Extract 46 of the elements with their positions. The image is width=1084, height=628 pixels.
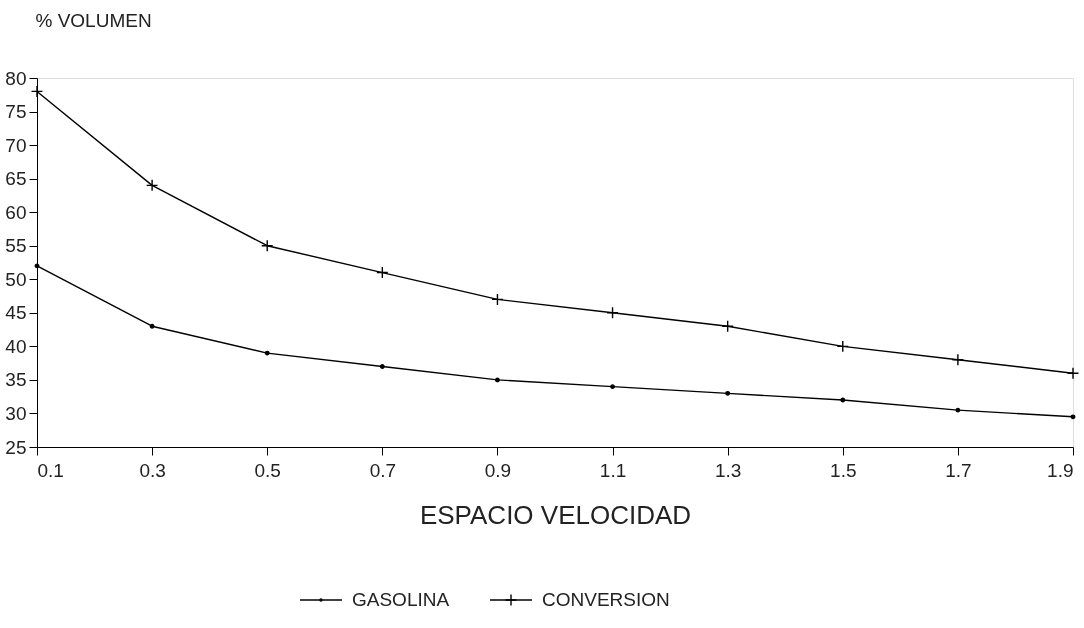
y-tick-label: 30 xyxy=(5,402,27,424)
point xyxy=(836,340,849,353)
y-tick-label: 50 xyxy=(5,268,27,290)
x-tick-label: 0.1 xyxy=(37,459,64,481)
x-axis-title: ESPACIO VELOCIDAD xyxy=(419,499,692,530)
point xyxy=(149,323,155,329)
y-tick-label: 55 xyxy=(5,235,27,257)
x-tick-label: 0.9 xyxy=(484,459,512,481)
x-tick-label: 0.7 xyxy=(369,459,397,481)
x-tick-label: 1.1 xyxy=(599,459,627,481)
y-axis-title: % VOLUMEN xyxy=(35,9,152,31)
y-tick-label: 80 xyxy=(5,67,27,89)
point xyxy=(840,397,846,403)
point xyxy=(30,85,44,98)
y-tick-label: 65 xyxy=(5,168,27,190)
legend-label: CONVERSION xyxy=(542,589,670,610)
point xyxy=(491,293,504,306)
point xyxy=(606,306,619,319)
y-tick-label: 70 xyxy=(5,134,27,156)
x-tick-label: 0.3 xyxy=(139,459,166,481)
point xyxy=(264,350,270,356)
point xyxy=(34,263,40,269)
x-tick-label: 1.3 xyxy=(714,459,742,481)
point xyxy=(610,384,615,390)
y-tick-label: 75 xyxy=(5,101,27,123)
legend-label: GASOLINA xyxy=(352,589,450,610)
point xyxy=(261,239,274,252)
point xyxy=(495,377,500,383)
point xyxy=(955,407,961,413)
x-tick-label: 0.5 xyxy=(254,459,281,481)
point xyxy=(379,364,385,369)
y-tick-label: 35 xyxy=(5,369,27,391)
point xyxy=(721,320,734,333)
x-tick-label: 1.5 xyxy=(830,459,857,481)
y-tick-label: 40 xyxy=(5,335,27,357)
y-tick-label: 60 xyxy=(5,201,27,223)
point xyxy=(725,390,731,396)
point xyxy=(376,266,389,279)
x-tick-label: 1.7 xyxy=(945,459,972,481)
point xyxy=(1070,414,1076,420)
x-tick-label: 1.9 xyxy=(1047,459,1074,481)
point xyxy=(145,179,159,192)
y-tick-label: 45 xyxy=(5,302,27,324)
y-tick-label: 25 xyxy=(5,436,27,458)
point xyxy=(951,353,965,366)
point xyxy=(1066,367,1080,380)
